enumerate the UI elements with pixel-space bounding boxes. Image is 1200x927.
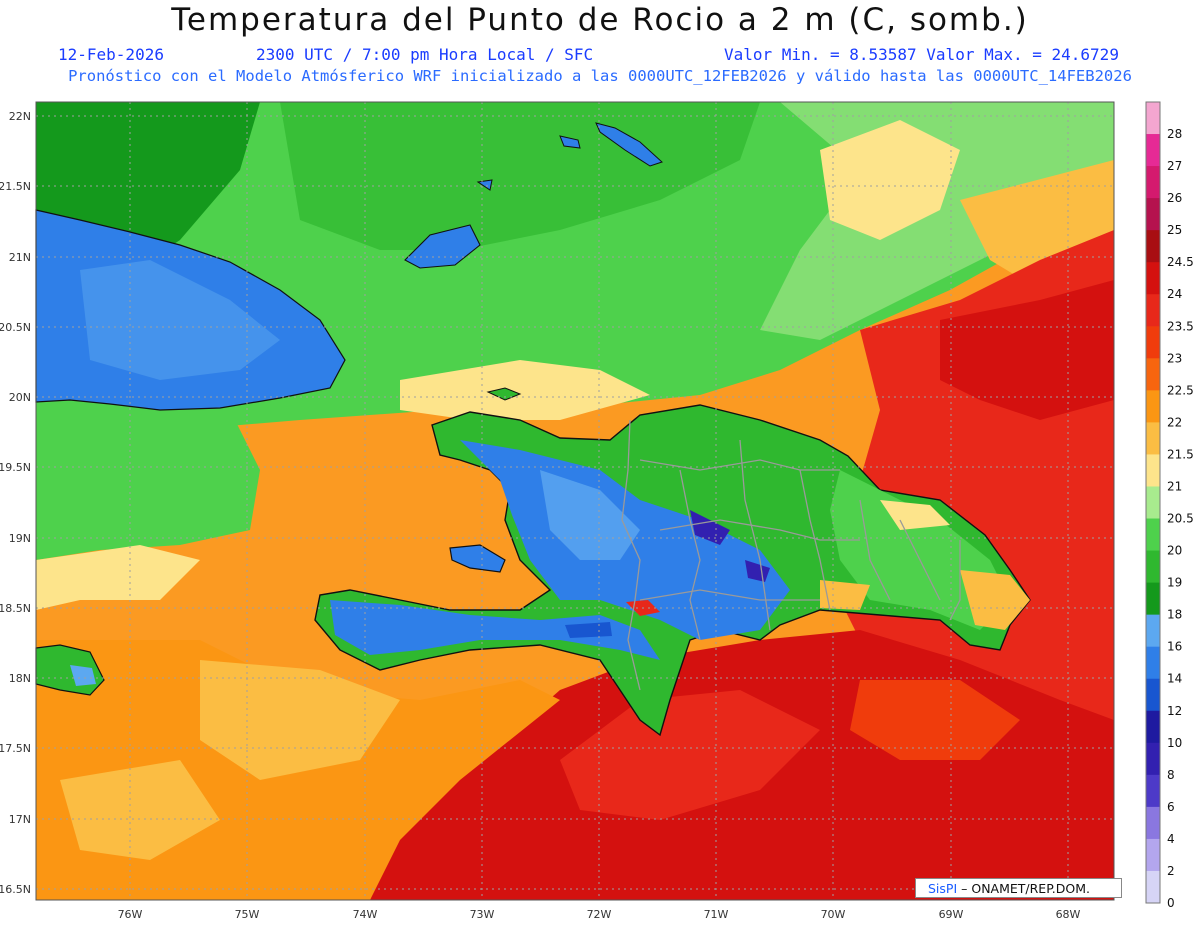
lat-tick-label: 16.5N [0, 883, 31, 896]
colorbar-label: 25 [1167, 223, 1182, 237]
colorbar-legend: 2827262524.52423.52322.52221.52120.52019… [1145, 101, 1194, 910]
sispi-logo: SisPI [928, 881, 958, 896]
colorbar-swatch [1146, 550, 1160, 584]
lat-tick-label: 19.5N [0, 461, 31, 474]
colorbar-swatch [1146, 454, 1160, 487]
lon-tick-label: 75W [235, 908, 260, 921]
lon-tick-label: 74W [353, 908, 378, 921]
colorbar-swatch [1146, 134, 1160, 167]
valid-time: 2300 UTC / 7:00 pm Hora Local / SFC [256, 45, 594, 64]
colorbar-swatch [1146, 102, 1160, 135]
colorbar-label: 2 [1167, 864, 1175, 878]
colorbar-label: 22.5 [1167, 383, 1194, 397]
colorbar-frame [1145, 101, 1161, 904]
colorbar-label: 8 [1167, 768, 1175, 782]
forecast-date: 12-Feb-2026 [58, 45, 164, 64]
colorbar-label: 18 [1167, 608, 1182, 622]
colorbar-swatch [1146, 294, 1160, 327]
colorbar-swatch [1146, 518, 1160, 552]
lat-tick-label: 21N [9, 251, 31, 264]
lon-tick-label: 73W [470, 908, 495, 921]
model-run-info: Pronóstico con el Modelo Atmósferico WRF… [68, 67, 1132, 85]
lon-tick-label: 70W [821, 908, 846, 921]
longitude-axis: 76W 75W 74W 73W 72W 71W 70W 69W 68W [118, 908, 1081, 921]
lon-tick-label: 71W [704, 908, 729, 921]
colorbar-label: 21 [1167, 479, 1182, 493]
colorbar-swatch [1146, 582, 1160, 616]
colorbar-label: 14 [1167, 672, 1182, 686]
lat-tick-label: 17.5N [0, 742, 31, 755]
colorbar-swatch [1146, 198, 1160, 231]
lat-tick-label: 18N [9, 672, 31, 685]
colorbar-swatch [1146, 614, 1160, 648]
colorbar-swatch [1146, 838, 1160, 872]
colorbar-label: 6 [1167, 800, 1175, 814]
colorbar-swatch [1146, 262, 1160, 295]
colorbar-swatch [1146, 710, 1160, 744]
map-title: Temperatura del Punto de Rocio a 2 m (C,… [171, 2, 1029, 38]
colorbar-swatch [1146, 486, 1160, 520]
hispaniola [314, 404, 1031, 737]
colorbar-label: 22 [1167, 415, 1182, 429]
lon-tick-label: 68W [1056, 908, 1081, 921]
colorbar-swatch [1146, 646, 1160, 680]
colorbar-swatch [1146, 774, 1160, 808]
lat-tick-label: 20N [9, 391, 31, 404]
colorbar-label: 4 [1167, 832, 1175, 846]
colorbar-label: 23 [1167, 351, 1182, 365]
lon-tick-label: 72W [587, 908, 612, 921]
colorbar-swatch [1146, 390, 1160, 423]
lon-tick-label: 76W [118, 908, 143, 921]
colorbar-swatch [1146, 358, 1160, 391]
colorbar-label: 19 [1167, 576, 1182, 590]
colorbar-label: 28 [1167, 127, 1182, 141]
colorbar-label: 24.5 [1167, 255, 1194, 269]
latitude-axis: 22N 21.5N 21N 20.5N 20N 19.5N 19N 18.5N … [0, 110, 31, 896]
colorbar-label: 12 [1167, 704, 1182, 718]
colorbar-label: 26 [1167, 191, 1182, 205]
colorbar-swatch [1146, 870, 1160, 904]
colorbar-swatch [1146, 326, 1160, 359]
colorbar-swatch [1146, 230, 1160, 263]
colorbar-swatch [1146, 422, 1160, 455]
colorbar-swatch [1146, 678, 1160, 712]
lon-tick-label: 69W [939, 908, 964, 921]
lat-tick-label: 20.5N [0, 321, 31, 334]
lat-tick-label: 17N [9, 813, 31, 826]
colorbar-swatch [1146, 806, 1160, 840]
lat-tick-label: 21.5N [0, 180, 31, 193]
colorbar-swatch [1146, 166, 1160, 199]
colorbar-label: 10 [1167, 736, 1182, 750]
credit-text: – ONAMET/REP.DOM. [957, 881, 1090, 896]
lat-tick-label: 18.5N [0, 602, 31, 615]
colorbar-label: 24 [1167, 287, 1182, 301]
colorbar-label: 23.5 [1167, 319, 1194, 333]
colorbar-swatch [1146, 742, 1160, 776]
lat-tick-label: 19N [9, 532, 31, 545]
lat-tick-label: 22N [9, 110, 31, 123]
colorbar-label: 20.5 [1167, 512, 1194, 526]
colorbar-label: 0 [1167, 896, 1175, 910]
dewpoint-map [35, 101, 1115, 901]
colorbar-label: 27 [1167, 159, 1182, 173]
colorbar-label: 21.5 [1167, 447, 1194, 461]
colorbar-label: 20 [1167, 544, 1182, 558]
colorbar-label: 16 [1167, 640, 1182, 654]
min-max-values: Valor Min. = 8.53587 Valor Max. = 24.672… [724, 45, 1119, 64]
credit-box: SisPI – ONAMET/REP.DOM. [915, 878, 1122, 898]
